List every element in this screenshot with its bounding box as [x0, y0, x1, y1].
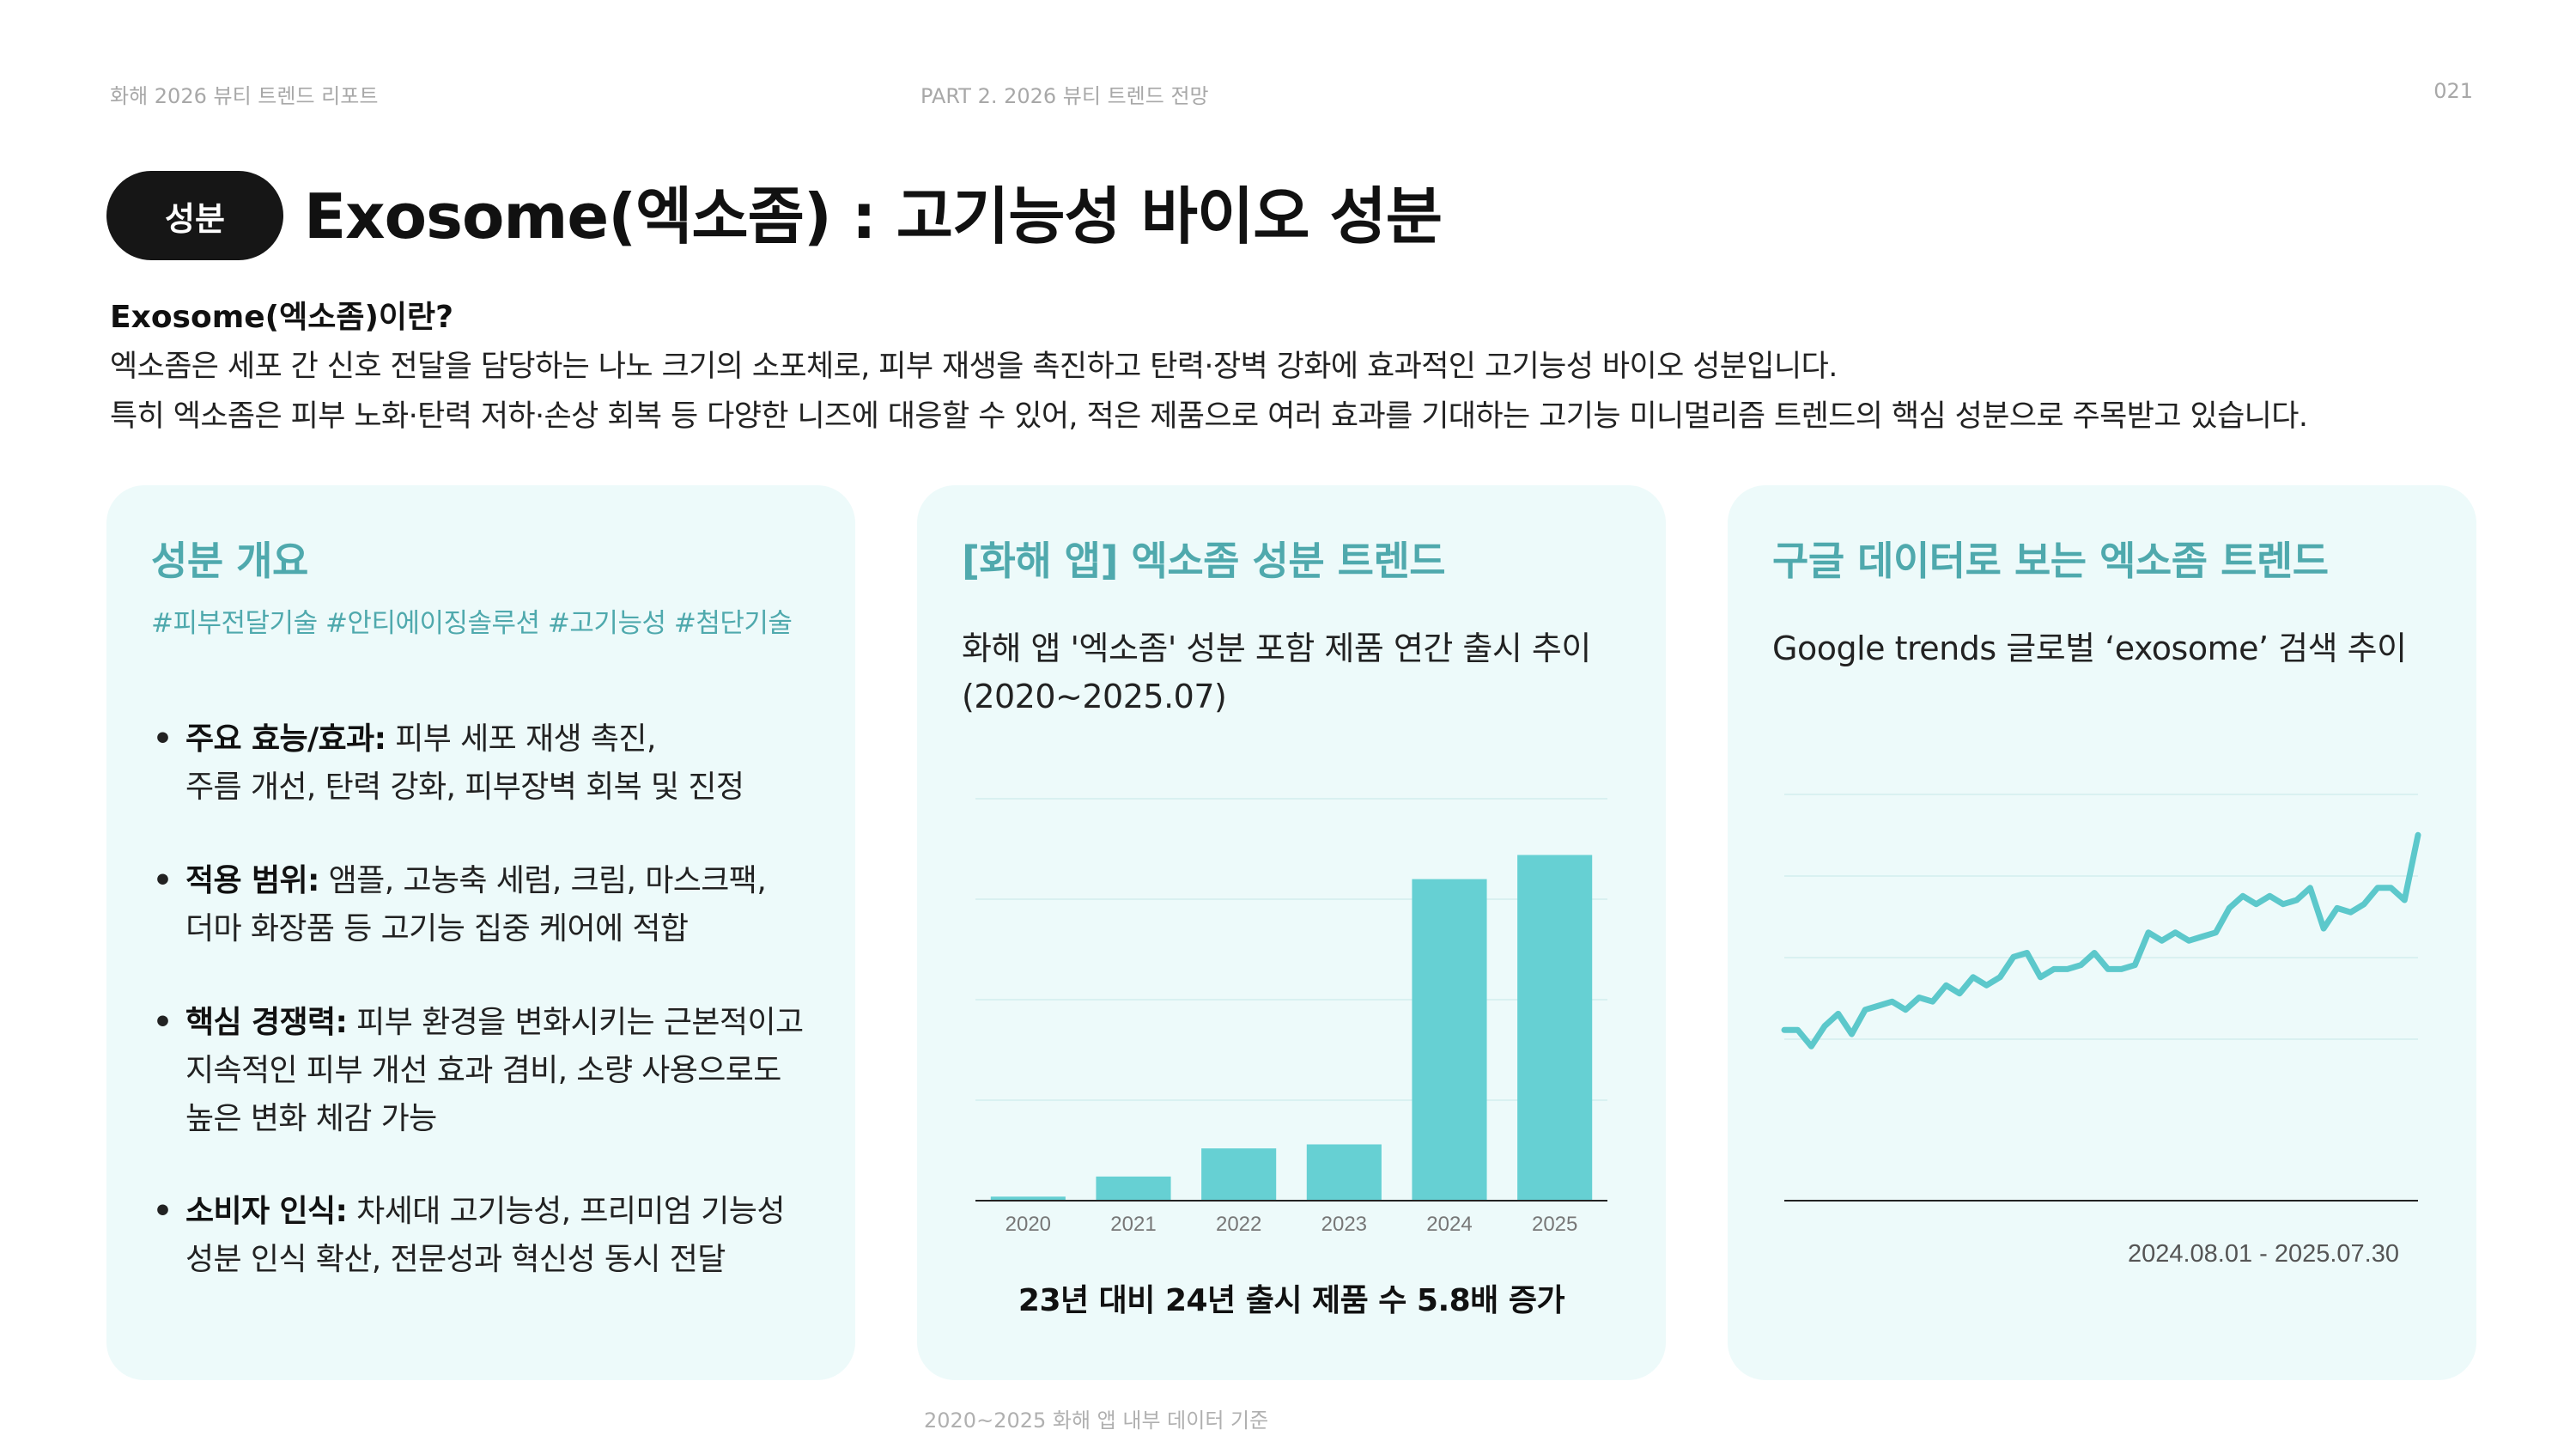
bullet-label: 핵심 경쟁력:: [185, 1005, 348, 1040]
app-trend-subtitle: 화해 앱 '엑소좀' 성분 포함 제품 연간 출시 추이 (2020~2025.…: [962, 624, 1591, 721]
bar-2023: [1306, 1144, 1382, 1201]
bar-2021: [1096, 1176, 1171, 1201]
app-trend-caption: 23년 대비 24년 출시 제품 수 5.8배 증가: [1018, 1283, 1565, 1318]
report-title: 화해 2026 뷰티 트렌드 리포트: [110, 84, 379, 108]
x-tick-label: 2020: [1005, 1213, 1051, 1236]
page-number: 021: [2433, 79, 2473, 103]
app-trend-title: [화해 앱] 엑소좀 성분 트렌드: [962, 538, 1446, 584]
footer-note: 2020~2025 화해 앱 내부 데이터 기준: [924, 1408, 1269, 1433]
x-tick-label: 2021: [1110, 1213, 1156, 1236]
bullet-line: 더마 화장품 등 고기능 집중 케어에 적합: [185, 911, 689, 946]
bullet-line: 높은 변화 체감 가능: [185, 1101, 437, 1136]
bar-2020: [990, 1196, 1066, 1201]
bullet-dot: •: [153, 1194, 173, 1229]
x-tick-label: 2022: [1216, 1213, 1261, 1236]
bullet-text: 피부 환경을 변화시키는 근본적이고: [347, 1005, 804, 1040]
bullet-line: 소비자 인식: 차세대 고기능성, 프리미엄 기능성: [185, 1188, 785, 1236]
bullet-line: 핵심 경쟁력: 피부 환경을 변화시키는 근본적이고: [185, 999, 804, 1047]
bullet-efficacy: • 주요 효능/효과: 피부 세포 재생 촉진, 주름 개선, 탄력 강화, 피…: [151, 715, 744, 812]
overview-title: 성분 개요: [151, 538, 308, 584]
bullet-label: 소비자 인식:: [185, 1194, 348, 1229]
bullet-text: 앰플, 고농축 세럼, 크림, 마스크팩,: [319, 863, 767, 898]
bar-2025: [1517, 855, 1593, 1201]
bullet-line: 적용 범위: 앰플, 고농축 세럼, 크림, 마스크팩,: [185, 857, 767, 905]
bullet-line: 주요 효능/효과: 피부 세포 재생 촉진,: [185, 715, 744, 764]
app-trend-card: [화해 앱] 엑소좀 성분 트렌드 화해 앱 '엑소좀' 성분 포함 제품 연간…: [917, 485, 1666, 1380]
app-trend-subtitle-line: 화해 앱 '엑소좀' 성분 포함 제품 연간 출시 추이: [962, 630, 1591, 667]
x-tick-label: 2023: [1321, 1213, 1367, 1236]
bullet-line: 성분 인식 확산, 전문성과 혁신성 동시 전달: [185, 1242, 726, 1277]
bar-chart: 2020 2021 2022 2023 2024 2025: [975, 798, 1607, 1236]
bullet-text: 피부 세포 재생 촉진,: [386, 721, 656, 757]
bullet-dot: •: [153, 863, 173, 898]
app-trend-subtitle-period: (2020~2025.07): [962, 678, 1227, 715]
google-trend-subtitle: Google trends 글로벌 ‘exosome’ 검색 추이: [1772, 630, 2407, 667]
date-range: 2024.08.01 - 2025.07.30: [2127, 1240, 2399, 1268]
google-trend-title: 구글 데이터로 보는 엑소좀 트렌드: [1772, 538, 2329, 584]
x-tick-label: 2024: [1426, 1213, 1472, 1236]
page-title: Exosome(엑소좀) : 고기능성 바이오 성분: [304, 180, 1443, 252]
intro-line-1: 엑소좀은 세포 간 신호 전달을 담당하는 나노 크기의 소포체로, 피부 재생…: [110, 350, 1838, 384]
bullet-scope: • 적용 범위: 앰플, 고농축 세럼, 크림, 마스크팩, 더마 화장품 등 …: [151, 857, 767, 953]
google-trend-card: 구글 데이터로 보는 엑소좀 트렌드 Google trends 글로벌 ‘ex…: [1728, 485, 2476, 1380]
part-title: PART 2. 2026 뷰티 트렌드 전망: [920, 84, 1209, 108]
trend-line: [1781, 831, 2421, 1049]
bullet-text: 차세대 고기능성, 프리미엄 기능성: [347, 1194, 785, 1229]
x-tick-label: 2025: [1532, 1213, 1577, 1236]
bullet-label: 적용 범위:: [185, 863, 319, 898]
overview-card: 성분 개요 #피부전달기술 #안티에이징솔루션 #고기능성 #첨단기술 • 주요…: [106, 485, 855, 1380]
bullet-perception: • 소비자 인식: 차세대 고기능성, 프리미엄 기능성 성분 인식 확산, 전…: [151, 1188, 785, 1284]
bullet-dot: •: [153, 1005, 173, 1040]
category-badge: 성분: [106, 171, 283, 260]
bar-2022: [1201, 1148, 1277, 1201]
bullet-dot: •: [153, 721, 173, 757]
intro-question: Exosome(엑소좀)이란?: [110, 300, 454, 335]
bullet-label: 주요 효능/효과:: [185, 721, 386, 757]
intro-line-2: 특히 엑소좀은 피부 노화·탄력 저하·손상 회복 등 다양한 니즈에 대응할 …: [110, 399, 2308, 434]
bar-2024: [1412, 879, 1487, 1201]
overview-hashtags: #피부전달기술 #안티에이징솔루션 #고기능성 #첨단기술: [151, 608, 793, 639]
bullet-line: 지속적인 피부 개선 효과 겸비, 소량 사용으로도: [185, 1053, 781, 1088]
line-chart: [1781, 794, 2421, 1202]
bullet-line: 주름 개선, 탄력 강화, 피부장벽 회복 및 진정: [185, 770, 744, 805]
bullet-competitiveness: • 핵심 경쟁력: 피부 환경을 변화시키는 근본적이고 지속적인 피부 개선 …: [151, 999, 804, 1143]
